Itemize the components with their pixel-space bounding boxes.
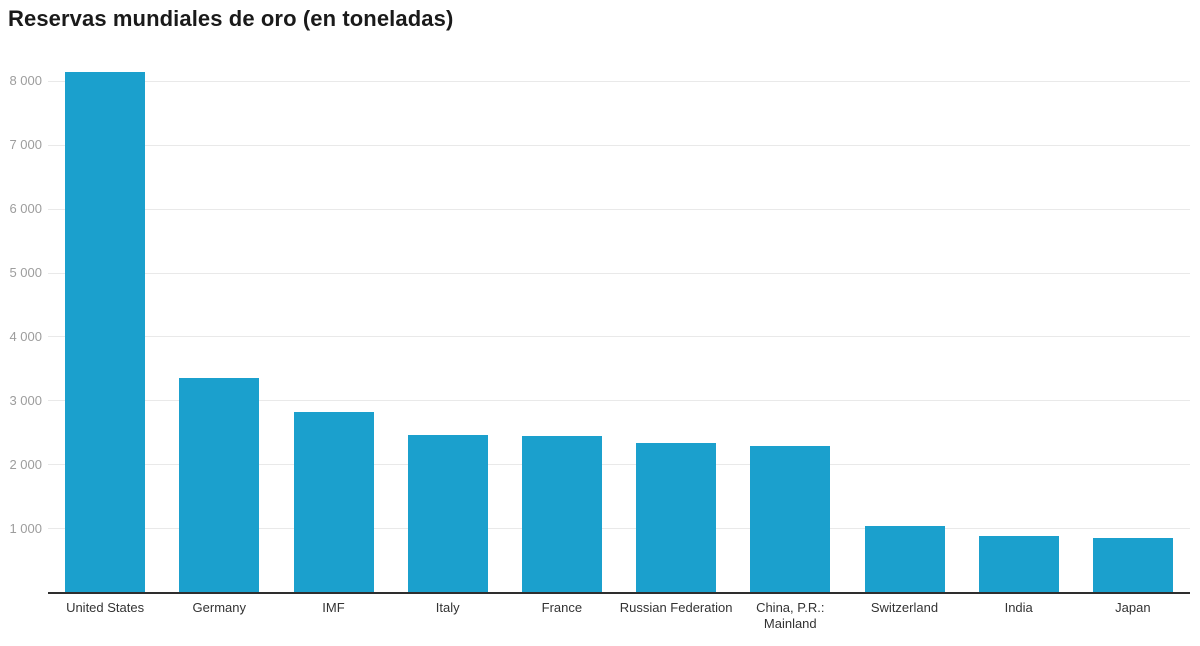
bar-italy — [407, 435, 488, 592]
x-axis-baseline — [48, 592, 1190, 594]
bar-china-p-r-mainland — [750, 446, 831, 592]
x-axis-label-switzerland: Switzerland — [870, 600, 939, 615]
gridline-2000 — [48, 464, 1190, 466]
bar-india — [978, 536, 1059, 592]
y-axis-tick-label-5000: 5 000 — [9, 265, 42, 280]
x-axis-label-russian-federation: Russian Federation — [619, 600, 733, 615]
gridline-3000 — [48, 400, 1190, 402]
x-axis-label-india: India — [1004, 600, 1033, 615]
x-axis-label-imf: IMF — [322, 600, 345, 615]
x-axis-label-france: France — [541, 600, 583, 615]
bar-russian-federation — [636, 443, 717, 592]
x-axis-label-italy: Italy — [435, 600, 460, 615]
x-axis-label-china-p-r-mainland: China, P.R.: Mainland — [756, 600, 825, 631]
gridline-6000 — [48, 208, 1190, 210]
bar-switzerland — [864, 526, 945, 592]
y-axis-tick-label-1000: 1 000 — [9, 520, 42, 536]
gridline-7000 — [48, 144, 1190, 146]
bar-france — [521, 436, 602, 592]
bar-germany — [179, 378, 260, 592]
y-axis-tick-label-6000: 6 000 — [9, 201, 42, 217]
gridline-8000 — [48, 80, 1190, 82]
y-axis-tick-label-3000: 3 000 — [9, 392, 42, 408]
bar-japan — [1092, 538, 1173, 592]
bar-united-states — [65, 72, 146, 592]
gridline-4000 — [48, 336, 1190, 338]
x-axis-label-germany: Germany — [192, 600, 247, 615]
y-axis-tick-label-8000: 8 000 — [9, 73, 42, 89]
gridline-1000 — [48, 528, 1190, 530]
chart-title: Reservas mundiales de oro (en toneladas) — [8, 6, 454, 31]
gridline-5000 — [48, 272, 1190, 274]
y-axis-tick-label-7000: 7 000 — [9, 137, 42, 153]
bar-imf — [293, 412, 374, 592]
y-axis-tick-label-2000: 2 000 — [9, 456, 42, 472]
x-axis-label-united-states: United States — [66, 600, 145, 615]
x-axis-label-japan: Japan — [1115, 600, 1151, 615]
y-axis-tick-label-4000: 4 000 — [9, 328, 42, 344]
